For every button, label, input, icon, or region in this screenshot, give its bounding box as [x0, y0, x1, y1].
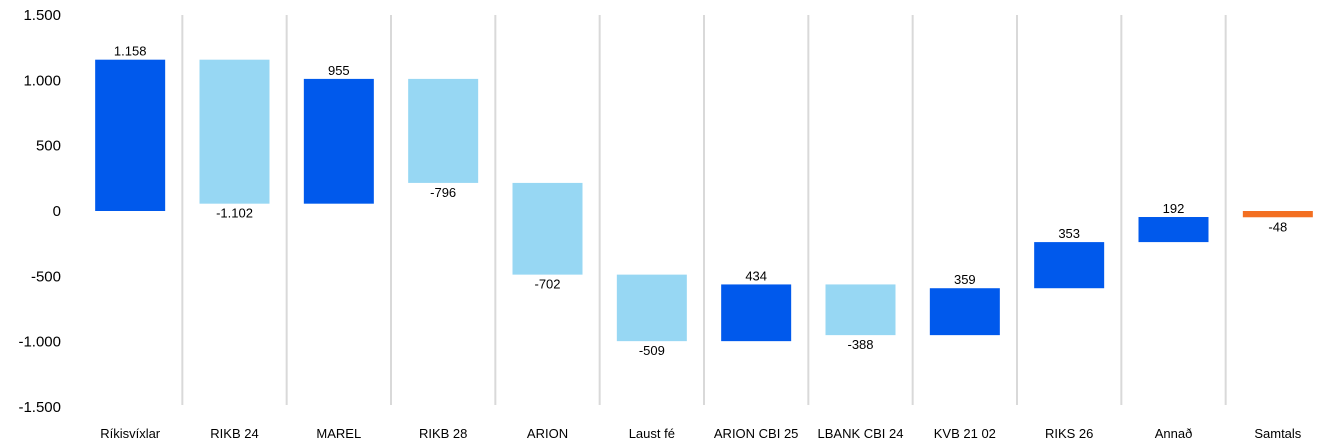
bar-9 [929, 288, 1000, 336]
x-tick-label: Annað [1155, 426, 1193, 441]
bar-2 [199, 59, 270, 204]
bar-4 [408, 78, 479, 183]
data-label: 434 [745, 268, 767, 283]
x-tick-label: Ríkisvíxlar [100, 426, 161, 441]
data-label: 955 [328, 63, 350, 78]
x-tick-label: RIKS 26 [1045, 426, 1093, 441]
x-tick-label: RIKB 24 [210, 426, 258, 441]
bar-5 [512, 182, 583, 275]
bar-3 [303, 78, 374, 204]
data-label: -796 [430, 185, 456, 200]
y-tick-label: -1.000 [18, 334, 61, 351]
y-tick-label: -1.500 [18, 399, 61, 416]
bar-6 [616, 274, 687, 342]
y-tick-label: 500 [36, 138, 61, 155]
data-label: -702 [534, 277, 560, 292]
data-label: -388 [847, 337, 873, 352]
x-tick-label: ARION CBI 25 [714, 426, 799, 441]
data-label: -48 [1268, 219, 1287, 234]
x-tick-label: Samtals [1254, 426, 1301, 441]
x-tick-label: ARION [527, 426, 568, 441]
x-tick-label: KVB 21 02 [934, 426, 996, 441]
bar-7 [721, 284, 792, 342]
y-tick-label: -500 [31, 268, 61, 285]
y-tick-label: 1.500 [23, 7, 61, 24]
bar-12 [1242, 211, 1313, 218]
bar-11 [1138, 217, 1209, 243]
data-label: 353 [1058, 226, 1080, 241]
y-tick-label: 1.000 [23, 72, 61, 89]
y-tick-label: 0 [53, 203, 61, 220]
bar-10 [1034, 242, 1105, 289]
x-tick-label: RIKB 28 [419, 426, 467, 441]
data-label: 359 [954, 272, 976, 287]
x-tick-label: MAREL [316, 426, 361, 441]
x-tick-label: LBANK CBI 24 [818, 426, 904, 441]
data-label: 192 [1163, 201, 1185, 216]
x-tick-label: Laust fé [629, 426, 675, 441]
data-label: 1.158 [114, 44, 147, 59]
bar-8 [825, 284, 896, 336]
data-label: -1.102 [216, 206, 253, 221]
data-label: -509 [639, 343, 665, 358]
bar-1 [95, 59, 166, 211]
